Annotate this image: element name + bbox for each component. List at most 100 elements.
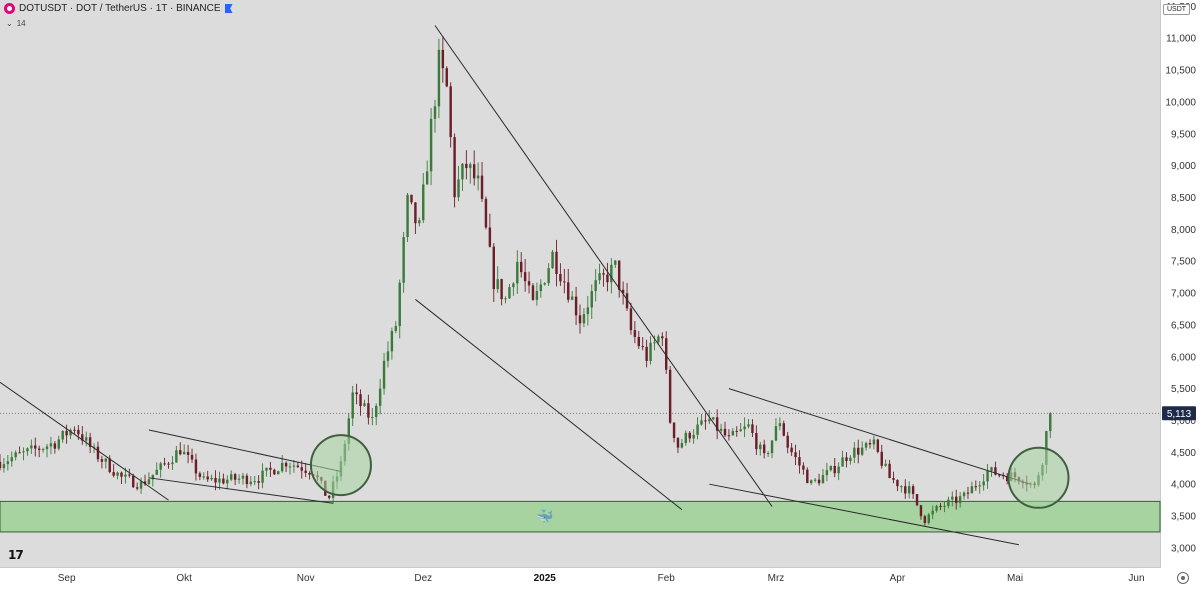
- candle-body[interactable]: [645, 346, 648, 361]
- candle-body[interactable]: [520, 261, 523, 273]
- trendline[interactable]: [709, 483, 1020, 546]
- candle-body[interactable]: [986, 470, 989, 482]
- candle-body[interactable]: [927, 514, 930, 523]
- candle-body[interactable]: [841, 457, 844, 467]
- candle-body[interactable]: [849, 457, 852, 462]
- candle-body[interactable]: [747, 424, 750, 427]
- candle-body[interactable]: [712, 417, 715, 420]
- candle-body[interactable]: [735, 430, 738, 432]
- candle-body[interactable]: [206, 476, 209, 480]
- candle-body[interactable]: [943, 505, 946, 507]
- candle-body[interactable]: [504, 298, 507, 300]
- candle-body[interactable]: [233, 474, 237, 480]
- candle-body[interactable]: [770, 440, 774, 454]
- candle-body[interactable]: [810, 480, 813, 484]
- candle-body[interactable]: [739, 429, 742, 432]
- candle-body[interactable]: [817, 479, 821, 484]
- candle-body[interactable]: [441, 49, 445, 69]
- candle-body[interactable]: [523, 272, 527, 282]
- candle-body[interactable]: [100, 459, 104, 462]
- candle-body[interactable]: [617, 260, 621, 290]
- candle-body[interactable]: [637, 336, 640, 347]
- candle-body[interactable]: [864, 442, 868, 448]
- trendline[interactable]: [0, 381, 169, 501]
- candle-body[interactable]: [888, 463, 891, 479]
- candle-body[interactable]: [978, 485, 981, 487]
- candle-body[interactable]: [128, 474, 131, 476]
- candle-body[interactable]: [786, 435, 789, 448]
- candle-body[interactable]: [386, 351, 390, 361]
- candle-body[interactable]: [124, 474, 127, 477]
- candle-body[interactable]: [449, 86, 452, 138]
- candle-body[interactable]: [351, 392, 354, 419]
- candle-body[interactable]: [531, 285, 535, 300]
- candle-body[interactable]: [453, 137, 456, 198]
- candle-body[interactable]: [167, 463, 170, 465]
- candle-body[interactable]: [700, 420, 703, 425]
- candle-body[interactable]: [884, 463, 887, 466]
- candle-body[interactable]: [837, 466, 840, 474]
- candle-body[interactable]: [2, 464, 6, 469]
- candle-body[interactable]: [798, 457, 801, 466]
- candle-body[interactable]: [641, 346, 644, 348]
- candle-body[interactable]: [469, 164, 472, 169]
- candle-body[interactable]: [845, 457, 848, 462]
- candle-body[interactable]: [684, 432, 688, 443]
- candle-body[interactable]: [81, 434, 84, 441]
- candle-body[interactable]: [723, 428, 727, 436]
- candle-body[interactable]: [998, 474, 1001, 476]
- candle-body[interactable]: [551, 251, 554, 269]
- candle-body[interactable]: [696, 424, 699, 435]
- candle-body[interactable]: [778, 423, 782, 427]
- candle-body[interactable]: [962, 492, 966, 497]
- candle-body[interactable]: [57, 439, 60, 449]
- candle-body[interactable]: [190, 454, 194, 460]
- candle-body[interactable]: [590, 291, 593, 308]
- candle-body[interactable]: [951, 496, 954, 500]
- candle-body[interactable]: [410, 194, 413, 203]
- candle-body[interactable]: [461, 163, 464, 180]
- candle-body[interactable]: [476, 175, 480, 179]
- candle-body[interactable]: [751, 424, 754, 434]
- settings-icon[interactable]: [1177, 572, 1189, 584]
- candle-body[interactable]: [159, 463, 162, 470]
- currency-badge[interactable]: USDT: [1163, 4, 1191, 15]
- candle-body[interactable]: [578, 315, 582, 324]
- candle-body[interactable]: [151, 474, 155, 480]
- candle-body[interactable]: [794, 452, 797, 458]
- candle-body[interactable]: [512, 283, 515, 288]
- candle-body[interactable]: [171, 462, 174, 465]
- chevron-down-icon[interactable]: ⌄: [6, 19, 13, 28]
- candle-body[interactable]: [614, 260, 617, 265]
- candle-body[interactable]: [41, 449, 45, 451]
- support-zone[interactable]: [0, 500, 1161, 533]
- candle-body[interactable]: [743, 426, 746, 430]
- candle-body[interactable]: [782, 423, 785, 436]
- candle-body[interactable]: [0, 461, 2, 469]
- candle-body[interactable]: [680, 442, 684, 448]
- candle-body[interactable]: [414, 202, 417, 224]
- candle-body[interactable]: [821, 475, 825, 484]
- candle-body[interactable]: [790, 447, 793, 453]
- candle-body[interactable]: [492, 246, 495, 290]
- candle-body[interactable]: [34, 445, 37, 449]
- candle-body[interactable]: [567, 282, 570, 300]
- candle-body[interactable]: [406, 194, 409, 238]
- candle-body[interactable]: [163, 463, 166, 465]
- candle-body[interactable]: [37, 448, 41, 450]
- candle-body[interactable]: [139, 481, 143, 489]
- candle-body[interactable]: [327, 495, 331, 498]
- candle-body[interactable]: [570, 296, 574, 300]
- candle-body[interactable]: [704, 420, 707, 422]
- candle-body[interactable]: [437, 49, 441, 107]
- candle-body[interactable]: [179, 450, 182, 455]
- candle-body[interactable]: [833, 465, 836, 474]
- candle-body[interactable]: [829, 465, 833, 471]
- candle-body[interactable]: [825, 470, 829, 476]
- candle-body[interactable]: [280, 462, 284, 472]
- candle-body[interactable]: [872, 439, 876, 445]
- candle-body[interactable]: [226, 479, 229, 484]
- candle-body[interactable]: [394, 326, 398, 331]
